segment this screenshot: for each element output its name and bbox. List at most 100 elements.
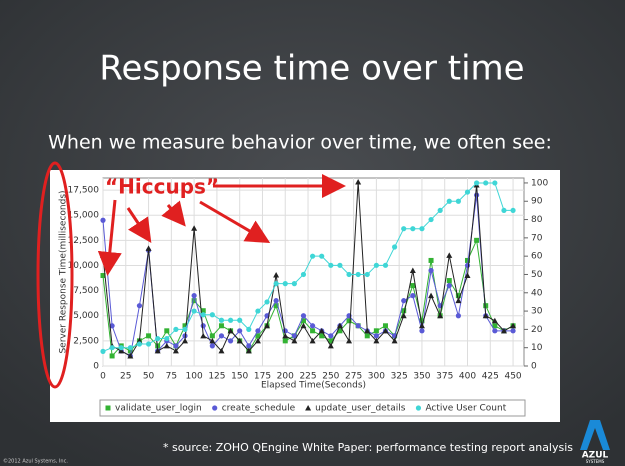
data-point [300,271,307,278]
data-point [200,332,207,339]
data-point [237,328,243,334]
data-point [273,303,279,309]
y-axis-title: Server Response Time(milliseconds) [59,190,69,353]
data-point [510,322,517,329]
x-tick-label: 175 [254,372,271,382]
legend-box [99,399,526,417]
y2-tick-label: 10 [531,343,543,353]
data-point [474,180,480,186]
data-point [483,303,489,309]
logo-sub: SYSTEMS [586,459,605,464]
data-point [483,180,489,186]
data-point [455,313,461,319]
data-point [236,337,243,344]
data-point [109,345,115,351]
legend-marker [305,405,312,411]
legend-label: Active User Count [425,404,506,414]
y-tick-label: 15,000 [68,211,100,221]
data-point [218,347,225,354]
data-point [255,333,261,339]
data-point [273,298,279,304]
x-tick-label: 100 [186,372,203,382]
data-point [355,271,361,278]
x-axis-title: Elapsed Time(Seconds) [261,381,366,391]
data-point [446,252,453,258]
data-point [200,323,206,329]
data-point [337,328,343,334]
data-point [419,318,425,324]
data-point [173,326,179,332]
data-point [182,337,189,344]
x-tick-label: 300 [368,372,385,382]
data-point [464,189,471,195]
data-point [455,297,462,304]
data-point [319,253,325,259]
data-point [309,323,316,329]
slide-title: Response time over time [99,49,524,89]
data-point [337,262,343,268]
legend-marker [212,405,218,411]
data-point [373,337,380,344]
legend-label: create_schedule [222,404,296,414]
legend-marker [105,405,111,411]
y-tick-label: 0 [93,362,99,372]
y-tick-label: 2,500 [73,336,99,346]
series-line [102,195,514,357]
data-point [227,338,234,344]
data-point [373,262,379,268]
data-point [127,345,133,351]
data-point [464,272,471,279]
y2-tick-label: 90 [531,197,543,207]
data-point [118,347,125,354]
data-point [510,328,516,334]
data-point [491,317,498,324]
data-point [209,312,215,318]
data-point [474,192,480,198]
data-point [218,323,224,329]
data-point [327,342,334,349]
arrows [97,174,346,276]
data-point [373,333,379,339]
highlight-ellipse [36,161,74,389]
data-point [428,216,434,223]
data-point [309,337,316,344]
data-point [300,318,306,324]
data-point [428,257,434,263]
data-point [364,327,371,334]
data-point [209,337,216,344]
data-point [300,313,307,319]
data-point [355,323,361,329]
data-point [492,180,498,186]
data-point [328,338,334,344]
x-tick-label: 225 [299,372,316,382]
y-tick-label: 10,000 [68,261,100,271]
data-point [109,323,115,329]
data-point [373,328,379,334]
data-point [328,262,334,268]
data-point [182,326,188,332]
data-point [419,328,425,334]
x-tick-label: 325 [391,372,408,382]
data-point [501,207,507,214]
data-point [164,335,170,342]
annotation: “Hiccups” [105,175,219,199]
data-point [319,333,325,339]
data-point [428,267,434,274]
logo-icon [580,420,610,450]
y2-tick-label: 20 [531,325,543,335]
data-point [382,323,388,329]
x-tick-label: 75 [166,372,177,382]
data-point [237,317,243,323]
data-point [346,337,353,344]
data-point [273,272,280,278]
x-tick-label: 275 [345,372,362,382]
data-point [428,292,435,299]
data-point [300,322,307,329]
y-tick-label: 7,500 [73,286,99,296]
data-point [474,237,480,243]
data-point [218,317,225,323]
source: * source: ZOHO QEngine White Paper: perf… [163,441,573,454]
data-point [154,347,161,354]
data-point [291,333,297,339]
